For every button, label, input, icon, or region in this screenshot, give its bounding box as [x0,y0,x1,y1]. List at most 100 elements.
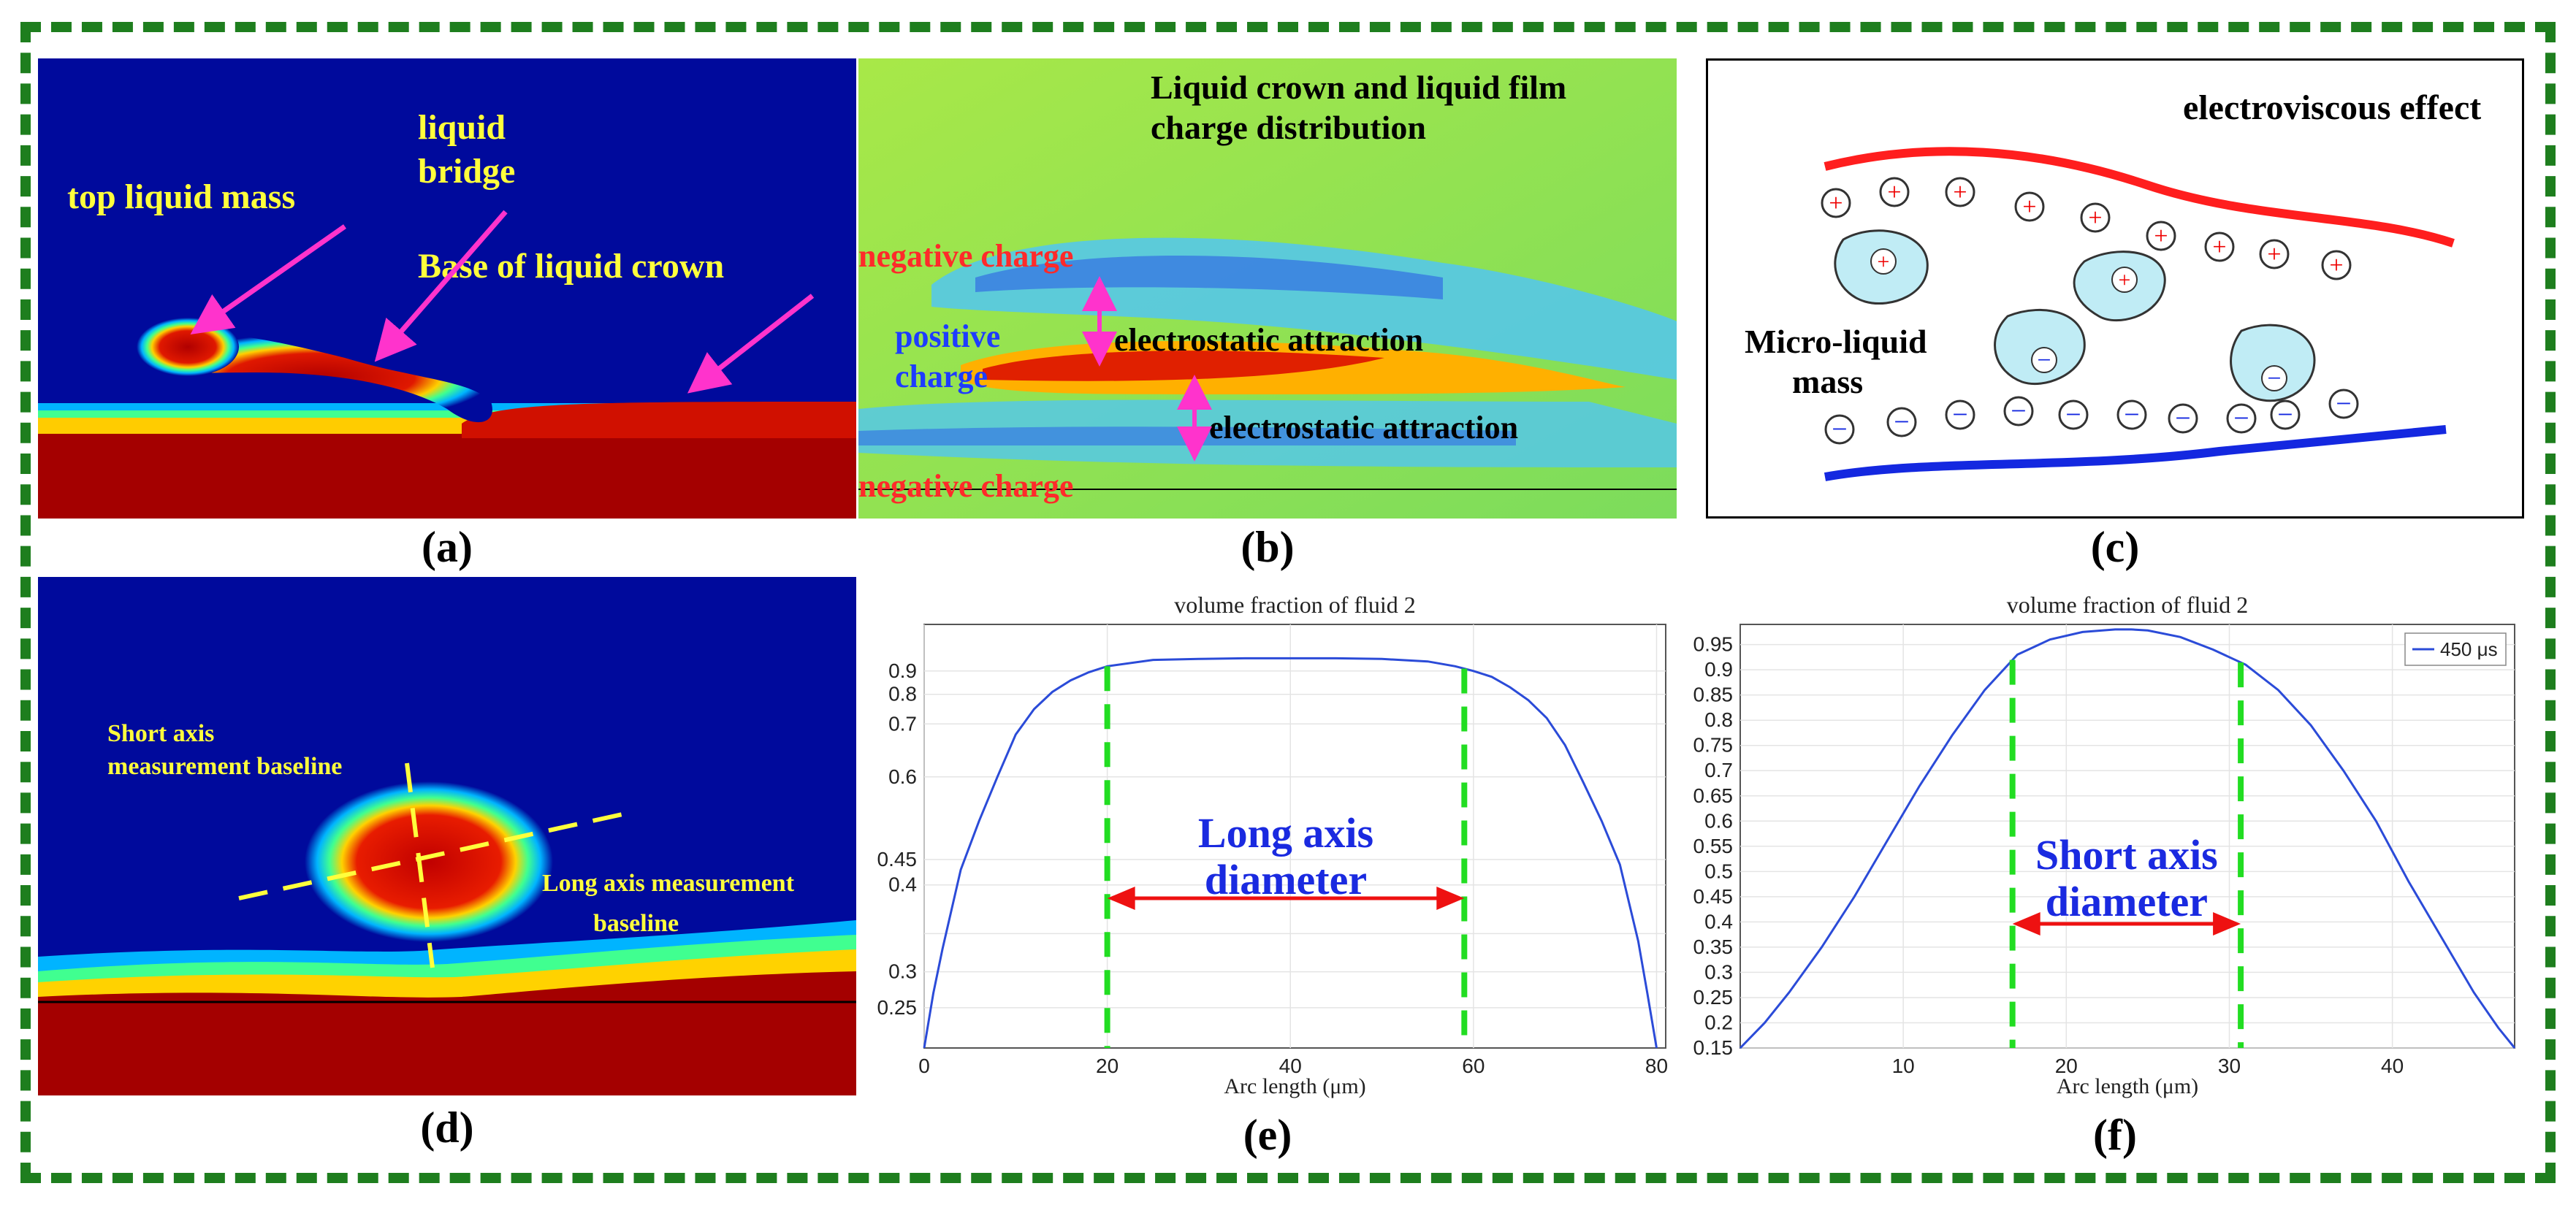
y-tick-label: 0.4 [888,873,917,896]
positive-ion-sign: + [2022,194,2036,221]
y-tick-label: 0.45 [877,848,918,871]
y-tick-label: 0.65 [1693,784,1734,807]
y-tick-label: 0.9 [888,659,917,682]
positive-ion-sign: + [2267,241,2281,268]
x-tick-label: 20 [1096,1055,1119,1077]
b-title-line2: charge distribution [1151,109,1426,146]
positive-ion-sign: + [1887,179,1901,206]
label-top-liquid-mass: top liquid mass [67,177,295,216]
y-tick-label: 0.3 [1704,960,1733,983]
chart-xlabel: Arc length (μm) [1224,1074,1365,1098]
x-tick-label: 80 [1645,1055,1668,1077]
negative-ion-sign: − [2277,399,2293,430]
negative-ion-sign: − [1894,407,1909,437]
c-negative-ions: − − − − − − − − − − [1824,389,2359,445]
arrow-crown-base [687,294,815,394]
y-tick-label: 0.6 [1704,809,1733,832]
negative-ion-8 [2270,399,2301,430]
arrow-liquid-bridge [374,210,508,362]
negative-ion-1 [1886,407,1917,437]
b-negative-charge-bottom: negative charge [858,468,1073,504]
d-short-axis-label-1: Short axis [107,720,214,747]
y-tick-label: 0.35 [1693,936,1734,958]
y-tick-label: 0.8 [1704,708,1733,731]
b-attraction-1: electrostatic attraction [1114,322,1423,358]
panel-f: 10 20 30 40 0.15 0.2 0.25 0.3 0.35 0.4 0.45 0.5 0.55… [1673,577,2535,1103]
b-attraction-2: electrostatic attraction [1209,410,1518,445]
negative-ion-6 [2168,403,2198,434]
c-title: electroviscous effect [2183,88,2481,127]
svg-text:+: + [2119,268,2131,292]
positive-ion-5 [2146,221,2176,251]
diameter-arrow-head-right [2213,912,2241,936]
negative-ion-0 [1824,414,1855,445]
panel-c: electroviscous effect + + + + + + + + + − − − − − − − −… [1706,58,2524,519]
c-micro-mass-4 [2230,324,2316,402]
positive-ion-sign: + [2329,252,2343,279]
positive-ion-sign: + [1953,179,1967,206]
panel-c-image: electroviscous effect + + ++ ++ + + + − − − − − − − −… [1745,88,2481,481]
c-positive-ions: + + + + + + + + + [1821,177,2352,280]
positive-ion-6 [2204,232,2235,262]
panel-label-a: (a) [422,523,473,571]
y-tick-label: 0.6 [888,765,917,788]
x-tick-label: 60 [1462,1055,1485,1077]
y-tick-label: 0.95 [1693,633,1734,656]
positive-ion-1 [1879,177,1910,207]
negative-ion-2 [1945,399,1975,430]
panel-label-f: (f) [2093,1111,2137,1159]
panel-a: top liquid mass liquid bridge Base of li… [38,58,856,519]
y-tick-label: 0.7 [888,712,917,735]
negative-ion-sign: − [2011,396,2026,426]
d-short-axis-label-2: measurement baseline [107,753,342,780]
series-line [923,657,1658,1049]
y-tick-label: 0.15 [1693,1036,1734,1059]
negative-ion-sign: − [2233,403,2249,434]
diameter-annotation-text: Long axis [1198,809,1373,857]
c-micro-mass-3 [1994,308,2086,386]
label-base-of-liquid-crown: Base of liquid crown [418,247,724,286]
d-long-axis-label-1: Long axis measurement [542,870,795,897]
negative-ion-sign: − [2124,399,2139,430]
b-positive-line1: positive [895,318,1000,354]
negative-ion-sign: − [1832,414,1847,445]
y-tick-label: 0.85 [1693,684,1734,706]
d-short-axis-line [405,762,435,968]
positive-ion-8 [2321,250,2352,280]
svg-text:−: − [2267,365,2281,392]
panel-b: Liquid crown and liquid film charge dist… [858,58,1677,519]
negative-ion-sign: − [2065,399,2081,430]
positive-ion-0 [1821,188,1851,218]
panel-e: 0 20 40 60 80 0.25 0.3 0.4 0.45 0.6 0.7 0.8 0.9 volum… [873,577,1691,1103]
positive-ion-4 [2080,202,2111,233]
positive-ion-sign: + [2154,223,2168,250]
c-positive-wall [1824,147,2455,248]
label-bridge: bridge [418,152,515,191]
diameter-arrow-head-left [1107,887,1135,910]
y-tick-label: 0.3 [888,960,917,983]
negative-ion-9 [2328,389,2359,419]
label-liquid: liquid [418,108,506,147]
x-tick-label: 0 [918,1055,930,1077]
y-tick-label: 0.2 [1704,1011,1733,1033]
y-tick-label: 0.45 [1693,885,1734,908]
diameter-annotation-text: diameter [2046,878,2208,925]
negative-ion-sign: − [2175,403,2190,434]
svg-text:−: − [2037,347,2051,374]
negative-ion-3 [2003,396,2034,426]
x-tick-label: 30 [2218,1055,2241,1077]
x-tick-label: 40 [1279,1055,1302,1077]
x-tick-label: 40 [2381,1055,2404,1077]
chart-xlabel: Arc length (μm) [2057,1074,2198,1098]
chart-e: 0 20 40 60 80 0.25 0.3 0.40.45 0.6 0.7 0.80.9 volum… [877,592,1669,1098]
panel-label-c: (c) [2090,523,2140,571]
series-line [1739,628,2516,1049]
x-tick-label: 20 [2055,1055,2078,1077]
y-tick-label: 0.5 [1704,860,1733,882]
y-tick-label: 0.25 [1693,986,1734,1009]
diameter-annotation-text: diameter [1205,856,1367,903]
panel-d-image: Short axis measurement baseline Long axi… [38,577,856,1095]
svg-text:+: + [1878,250,1890,274]
chart-title: volume fraction of fluid 2 [1174,592,1416,618]
panel-label-e: (e) [1243,1111,1292,1159]
